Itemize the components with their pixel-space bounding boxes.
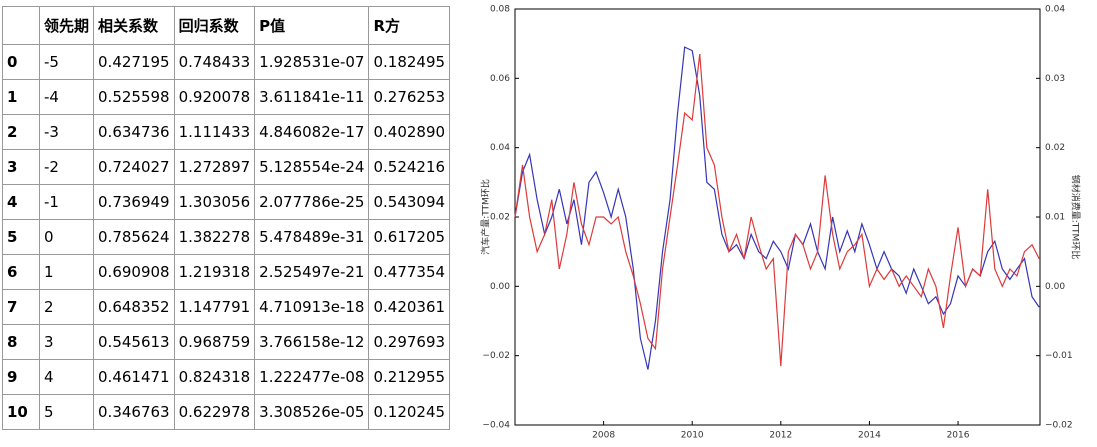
y2-tick-label: 0.04 [1045,5,1065,15]
table-cell: 0.622978 [173,394,256,430]
data-line [514,54,1040,367]
row-index: 9 [2,359,40,395]
header-cell [2,6,40,45]
table-cell: 0.634736 [93,114,175,150]
table-cell: 0.276253 [368,79,451,115]
table-cell: 1.382278 [173,219,256,255]
table-cell: 5.478489e-31 [254,219,370,255]
table-cell: 1 [38,254,95,290]
table-cell: 3.611841e-11 [254,79,370,115]
row-index: 1 [2,79,40,115]
y-axis-label: 汽车产量:TTM环比 [480,179,492,255]
table-cell: 4.846082e-17 [254,114,370,150]
row-index: 4 [2,184,40,220]
x-tick-label: 2012 [769,431,792,441]
table-cell: 5.128554e-24 [254,149,370,185]
y-tick-label: 0.04 [490,143,510,153]
y2-axis-label: 钢材消费量:TTM环比 [1070,175,1082,260]
table-cell: 3.766158e-12 [254,324,370,360]
table-cell: -3 [38,114,95,150]
table-row: 0 -5 0.427195 0.748433 1.928531e-07 0.182495 [2,44,451,80]
table-cell: 2.077786e-25 [254,184,370,220]
table-cell: 4.710913e-18 [254,289,370,325]
header-cell: R方 [368,6,451,45]
row-index: 10 [2,394,40,430]
x-tick-label: 2016 [947,431,970,441]
table-cell: 0.648352 [93,289,175,325]
y2-tick-label: 0.03 [1045,74,1065,84]
header-cell: P值 [254,6,370,45]
table-cell: 0.785624 [93,219,175,255]
stats-table: 领先期 相关系数 回归系数 P值 R方 0 -5 0.427195 0.748433 1.9285… [2,6,451,430]
x-tick-label: 2014 [858,431,881,441]
table-cell: 0.402890 [368,114,451,150]
table-cell: 0.545613 [93,324,175,360]
x-tick-label: 2008 [592,431,615,441]
table-cell: 1.928531e-07 [254,44,370,80]
table-cell: 0.525598 [93,79,175,115]
table-row: 9 4 0.461471 0.824318 1.222477e-08 0.212955 [2,359,451,395]
y-tick-label: −0.02 [482,351,510,361]
table-cell: 0.617205 [368,219,451,255]
table-row: 3 -2 0.724027 1.272897 5.128554e-24 0.524216 [2,149,451,185]
table-cell: 3.308526e-05 [254,394,370,430]
table-row: 10 5 0.346763 0.622978 3.308526e-05 0.120245 [2,394,451,430]
table-cell: 5 [38,394,95,430]
table-cell: 0.736949 [93,184,175,220]
table-row: 4 -1 0.736949 1.303056 2.077786e-25 0.543094 [2,184,451,220]
row-index: 6 [2,254,40,290]
table-cell: 1.111433 [173,114,256,150]
table-cell: 0.543094 [368,184,451,220]
y2-tick-label: −0.02 [1045,421,1073,431]
table-cell: 0.824318 [173,359,256,395]
table-cell: 1.272897 [173,149,256,185]
y-tick-label: 0.08 [490,5,510,15]
row-index: 3 [2,149,40,185]
y2-tick-label: −0.01 [1045,351,1073,361]
table-cell: -1 [38,184,95,220]
table-cell: -2 [38,149,95,185]
data-line [514,46,1040,370]
row-index: 0 [2,44,40,80]
y2-tick-label: 0.02 [1045,143,1065,153]
table-cell: 0.461471 [93,359,175,395]
table-cell: 0.968759 [173,324,256,360]
row-index: 7 [2,289,40,325]
y-tick-label: 0.00 [490,282,510,292]
y2-tick-label: 0.01 [1045,213,1065,223]
x-tick-label: 2010 [681,431,704,441]
table-cell: 1.222477e-08 [254,359,370,395]
table-cell: 2.525497e-21 [254,254,370,290]
table-cell: 0.182495 [368,44,451,80]
y-tick-label: 0.06 [490,74,510,84]
table-cell: 1.219318 [173,254,256,290]
table-cell: 0.524216 [368,149,451,185]
y2-tick-label: 0.00 [1045,282,1065,292]
table-cell: 0.477354 [368,254,451,290]
table-cell: 4 [38,359,95,395]
table-cell: 0.346763 [93,394,175,430]
y-tick-label: 0.02 [490,213,510,223]
table-cell: -5 [38,44,95,80]
header-cell: 回归系数 [173,6,256,45]
table-cell: 0.212955 [368,359,451,395]
table-cell: 0.420361 [368,289,451,325]
table-row: 2 -3 0.634736 1.111433 4.846082e-17 0.402890 [2,114,451,150]
y-tick-label: −0.04 [482,421,510,431]
table-cell: 0.920078 [173,79,256,115]
table-cell: 0.748433 [173,44,256,80]
table-cell: 0.724027 [93,149,175,185]
table-cell: 1.147791 [173,289,256,325]
table-cell: 0.120245 [368,394,451,430]
plot-frame [514,8,1041,426]
table-row: 8 3 0.545613 0.968759 3.766158e-12 0.297693 [2,324,451,360]
